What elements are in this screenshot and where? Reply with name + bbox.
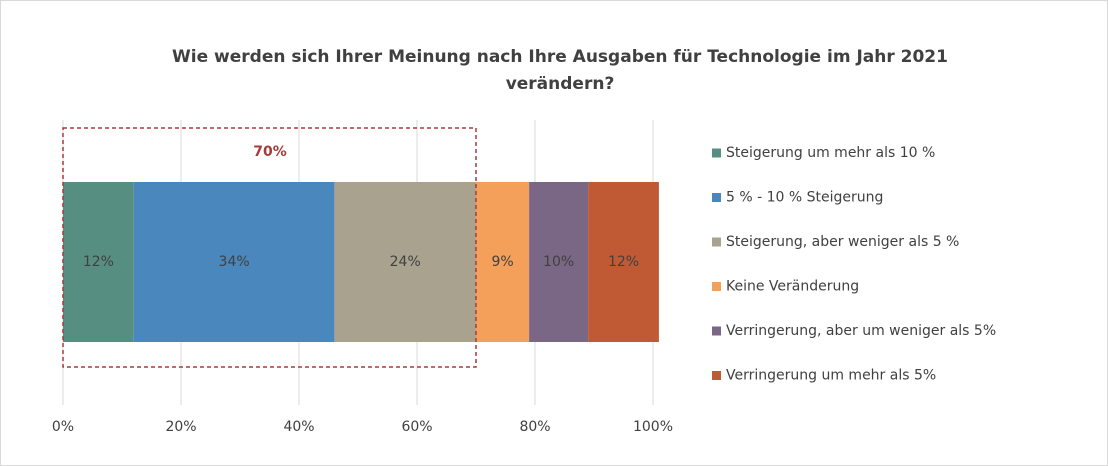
x-tick-label: 80% [519,419,550,435]
legend-label: Steigerung um mehr als 10 % [726,145,935,161]
bar-segment [133,182,335,342]
chart-title: Wie werden sich Ihrer Meinung nach Ihre … [172,47,948,94]
bar-segment [476,182,530,342]
data-label: 24% [390,254,421,270]
data-label: 12% [608,254,639,270]
bar-segment [63,182,134,342]
legend-label: Verringerung, aber um weniger als 5% [726,323,996,339]
x-tick-label: 40% [283,419,314,435]
legend-swatch [712,371,721,380]
data-label: 12% [83,254,114,270]
legend-swatch [712,282,721,291]
legend-swatch [712,148,721,158]
data-label: 34% [219,254,250,270]
x-tick-label: 100% [633,419,673,435]
legend-label: Verringerung um mehr als 5% [726,368,936,384]
bar-segment [334,182,476,342]
data-label: 9% [491,254,513,270]
legend-label: Steigerung, aber weniger als 5 % [726,234,959,250]
legend-label: Keine Veränderung [726,279,859,295]
x-tick-label: 0% [52,419,74,435]
legend-swatch [712,193,721,202]
bar-segment [529,182,589,342]
x-tick-label: 60% [401,419,432,435]
annotation-label: 70% [253,144,287,160]
legend-swatch [712,237,721,247]
x-tick-label: 20% [165,419,196,435]
data-label: 10% [543,254,574,270]
legend-swatch [712,326,721,336]
bar-segment [588,182,659,342]
legend-label: 5 % - 10 % Steigerung [726,190,883,206]
annotation-box [62,127,477,368]
